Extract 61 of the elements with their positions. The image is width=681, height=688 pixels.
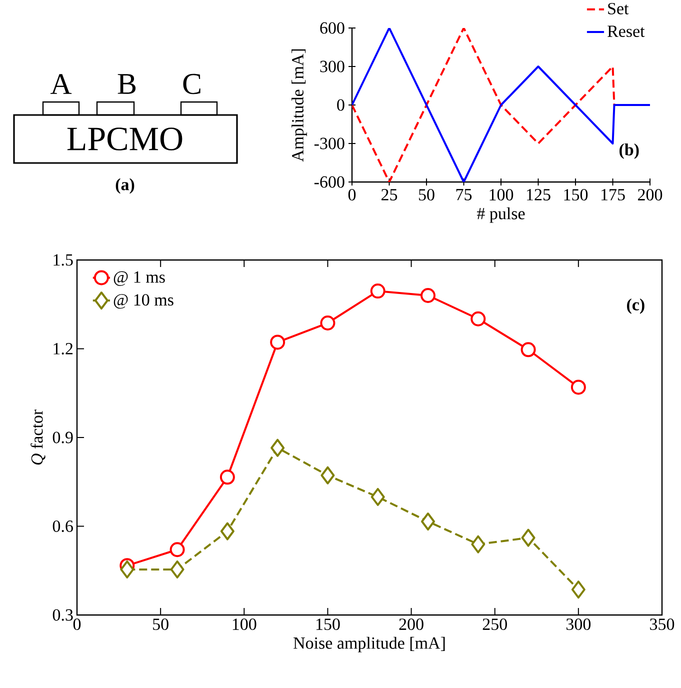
y-tick-label: 0.3 [52, 609, 73, 621]
legend-label: Reset [608, 26, 645, 38]
y-tick-label: 1.2 [54, 342, 73, 354]
point [170, 542, 185, 558]
x-tick-label: 50 [153, 618, 168, 630]
y-axis-title: Q factor [30, 410, 46, 465]
point [270, 334, 286, 350]
point [521, 528, 536, 547]
point [421, 512, 435, 531]
text: C [183, 74, 200, 94]
legend-label: @ 1 ms [114, 271, 165, 286]
point [220, 522, 234, 540]
x-tick-label: 150 [316, 618, 340, 630]
point [470, 311, 486, 326]
point [270, 438, 285, 457]
point [520, 342, 536, 358]
y-tick-label: 0.6 [52, 520, 73, 532]
y-tick-label: -300 [314, 138, 344, 150]
x-tick-label: 50 [418, 189, 434, 201]
x-tick-label: 0 [348, 189, 356, 201]
x-tick-label: 200 [638, 189, 662, 201]
point [320, 466, 335, 484]
legend-label: @ 10 ms [114, 294, 174, 309]
x-tick-label: 150 [564, 189, 588, 201]
point [120, 560, 134, 578]
y-tick-label: 300 [320, 60, 344, 72]
x-tick-label: 350 [650, 618, 674, 630]
annotation: (b) [620, 143, 639, 159]
text: (a) [116, 178, 134, 194]
point [170, 560, 184, 578]
text: B [118, 74, 136, 94]
point [370, 284, 386, 299]
text: LPCMO [67, 128, 182, 150]
x-tick-label: 250 [482, 618, 507, 630]
x-tick-label: 25 [382, 189, 398, 200]
annotation: (c) [626, 298, 644, 314]
y-tick-label: 1.5 [54, 254, 73, 266]
x-tick-label: 100 [232, 618, 256, 630]
y-axis-title: Amplitude [mA] [292, 49, 307, 162]
x-tick-label: 75 [456, 189, 472, 200]
text: A [50, 74, 72, 94]
legend-label: Set [608, 2, 629, 14]
y-tick-label: 0.9 [52, 432, 73, 444]
point [420, 288, 436, 303]
y-tick-label: 600 [320, 22, 344, 34]
x-tick-label: 0 [73, 618, 81, 630]
y-tick-label: -600 [314, 176, 344, 188]
point [320, 316, 336, 331]
point [471, 535, 486, 554]
x-tick-label: 100 [490, 189, 514, 201]
y-tick-label: 0 [337, 99, 344, 111]
x-axis-title: Noise amplitude [mA] [294, 636, 445, 652]
x-axis-title: # pulse [477, 207, 525, 223]
x-tick-label: 125 [526, 189, 550, 200]
point [370, 488, 385, 506]
point [570, 380, 586, 395]
x-tick-label: 300 [566, 618, 591, 630]
x-tick-label: 175 [601, 189, 625, 200]
x-tick-label: 200 [399, 618, 424, 630]
point [571, 580, 586, 599]
point [220, 470, 235, 485]
